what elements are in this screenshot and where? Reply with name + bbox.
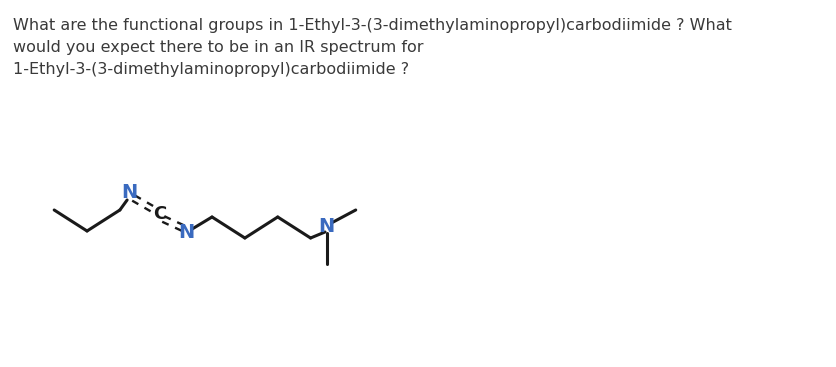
Text: N: N bbox=[178, 222, 195, 241]
Text: What are the functional groups in 1-Ethyl-3-(3-dimethylaminopropyl)carbodiimide : What are the functional groups in 1-Ethy… bbox=[13, 18, 731, 33]
Text: N: N bbox=[120, 182, 137, 201]
Text: N: N bbox=[319, 217, 334, 236]
Text: would you expect there to be in an IR spectrum for: would you expect there to be in an IR sp… bbox=[13, 40, 423, 55]
Text: C: C bbox=[153, 205, 166, 223]
Text: 1-Ethyl-3-(3-dimethylaminopropyl)carbodiimide ?: 1-Ethyl-3-(3-dimethylaminopropyl)carbodi… bbox=[13, 62, 408, 77]
